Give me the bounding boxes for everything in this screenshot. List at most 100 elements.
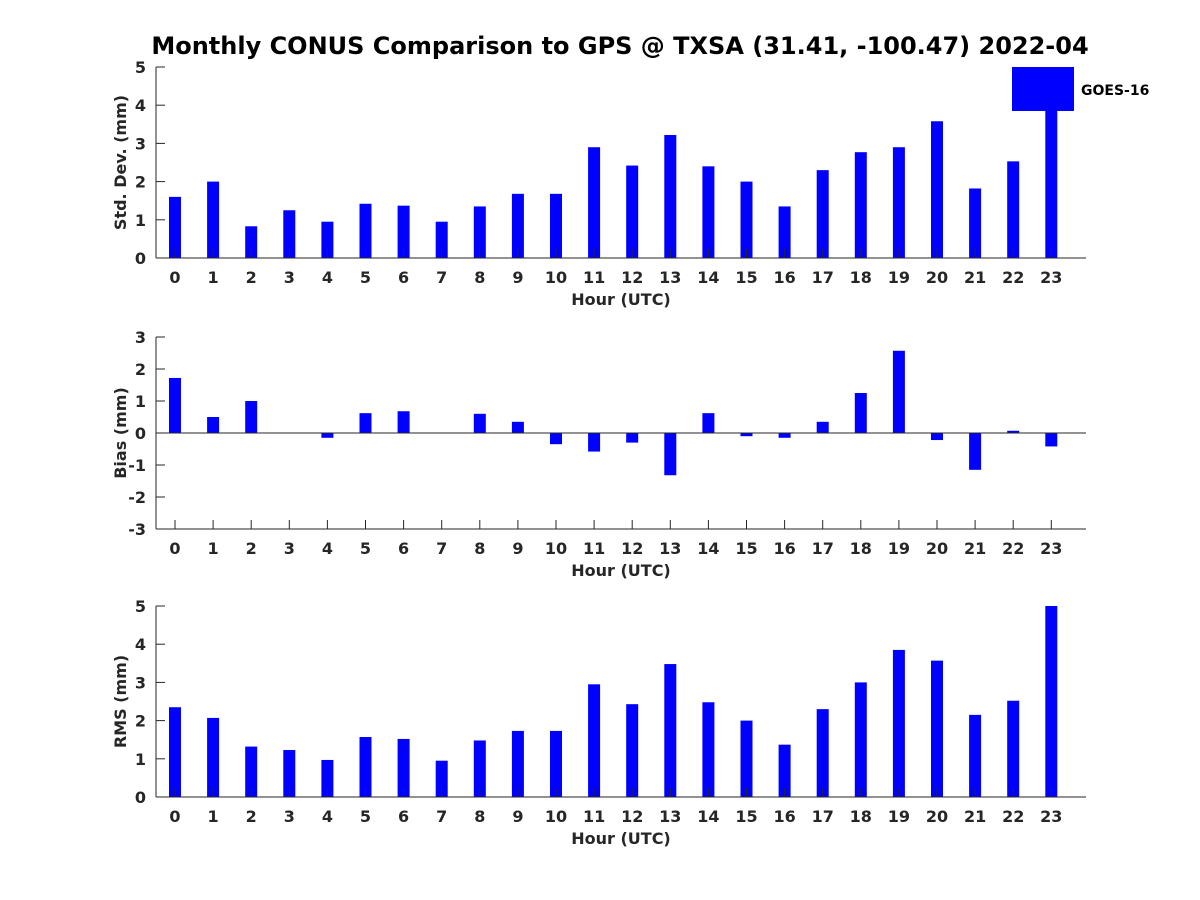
x-tick-label: 13 [659,807,681,826]
y-axis-label: Bias (mm) [111,387,130,479]
bar-hour-5 [359,413,372,433]
x-tick-label: 22 [1002,539,1024,558]
bar-hour-21 [969,714,982,797]
bar-hour-1 [207,717,220,797]
bar-hour-14 [702,702,715,797]
y-tick-label: -2 [128,488,146,507]
bar-hour-15 [740,720,753,797]
x-tick-label: 14 [697,807,719,826]
x-tick-label: 8 [474,807,485,826]
x-tick-label: 17 [812,807,834,826]
x-tick-label: 14 [697,268,719,287]
bar-hour-10 [550,433,562,445]
x-tick-label: 13 [659,268,681,287]
bar-hour-12 [626,433,639,443]
x-tick-label: 0 [169,539,180,558]
y-axis-label: RMS (mm) [111,655,130,748]
x-tick-label: 10 [545,539,567,558]
x-tick-label: 9 [512,539,523,558]
bar-hour-20 [931,433,943,441]
bar-hour-7 [435,221,448,258]
x-tick-label: 7 [436,539,447,558]
x-tick-label: 21 [964,807,986,826]
y-tick-label: -3 [128,520,146,539]
x-tick-label: 5 [360,268,371,287]
x-tick-label: 22 [1002,807,1024,826]
y-tick-label: -1 [128,456,146,475]
bar-hour-16 [778,206,791,258]
bar-hour-19 [892,350,905,433]
x-tick-label: 7 [436,807,447,826]
y-tick-label: 1 [135,750,146,769]
bar-hour-1 [207,181,220,258]
x-axis-label: Hour (UTC) [571,290,671,309]
x-tick-label: 17 [812,539,834,558]
y-tick-label: 1 [135,211,146,230]
bar-hour-9 [511,730,524,797]
bar-hour-1 [207,417,220,433]
y-tick-label: 3 [135,134,146,153]
bar-hour-20 [931,660,943,797]
bar-hour-2 [245,746,258,797]
x-tick-label: 13 [659,539,681,558]
x-tick-label: 8 [474,268,485,287]
chart-title: Monthly CONUS Comparison to GPS @ TXSA (… [151,32,1088,60]
bar-hour-16 [778,433,791,438]
bar-hour-22 [1007,700,1020,797]
x-tick-label: 23 [1040,539,1062,558]
y-tick-label: 4 [135,96,146,115]
x-tick-label: 15 [735,807,757,826]
x-tick-label: 3 [284,268,295,287]
x-tick-label: 15 [735,539,757,558]
bar-hour-11 [588,433,601,452]
x-tick-label: 20 [926,268,948,287]
x-tick-label: 21 [964,268,986,287]
bar-hour-14 [702,413,715,433]
bar-hour-21 [969,188,982,258]
bar-hour-17 [816,421,829,433]
bar-hour-11 [588,147,601,258]
bar-hour-13 [664,664,677,797]
bar-hour-5 [359,737,372,797]
bar-hour-9 [511,421,524,433]
y-tick-label: 5 [135,597,146,616]
y-tick-label: 2 [135,360,146,379]
bar-hour-23 [1045,67,1058,258]
y-tick-label: 0 [135,788,146,807]
x-tick-label: 11 [583,539,605,558]
y-tick-label: 3 [135,328,146,347]
x-tick-label: 9 [512,807,523,826]
x-tick-label: 1 [208,268,219,287]
legend-label: GOES-16 [1081,83,1149,99]
x-tick-label: 6 [398,268,409,287]
bar-hour-3 [283,750,296,797]
x-tick-label: 6 [398,539,409,558]
bar-hour-12 [626,165,639,258]
bar-hour-8 [473,740,486,797]
x-tick-label: 12 [621,539,643,558]
x-tick-label: 23 [1040,807,1062,826]
bar-hour-3 [283,210,296,258]
bar-hour-4 [321,433,334,438]
x-tick-label: 2 [246,807,257,826]
x-tick-label: 20 [926,539,948,558]
x-tick-label: 2 [246,268,257,287]
bar-hour-0 [169,707,181,797]
bar-hour-19 [892,649,905,797]
x-tick-label: 20 [926,807,948,826]
bar-hour-23 [1045,433,1058,447]
x-tick-label: 10 [545,807,567,826]
bar-hour-10 [550,730,562,797]
x-tick-label: 16 [773,268,795,287]
x-axis-label: Hour (UTC) [571,561,671,580]
x-tick-label: 1 [208,539,219,558]
bar-hour-10 [550,193,562,258]
x-tick-label: 17 [812,268,834,287]
bar-hour-11 [588,684,601,797]
bar-hour-0 [169,377,181,433]
bar-hour-14 [702,166,715,258]
bar-hour-13 [664,433,677,476]
bar-hour-15 [740,433,753,437]
